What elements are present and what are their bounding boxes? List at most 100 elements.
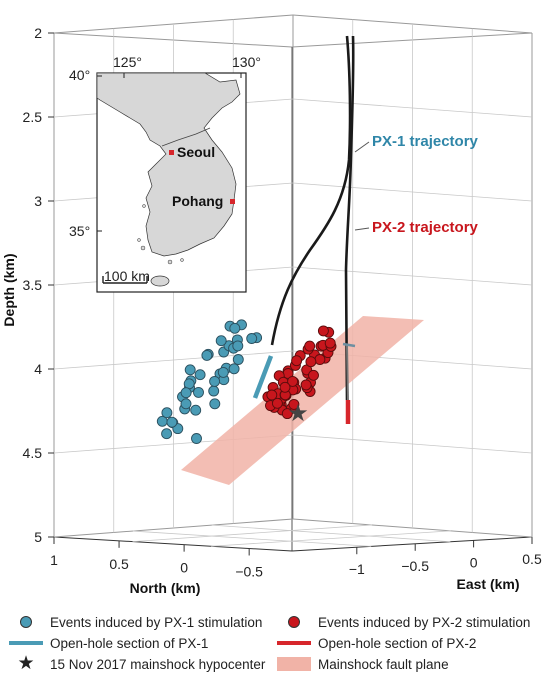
px2-event-point — [281, 408, 293, 420]
island — [140, 245, 146, 251]
legend-label: 15 Nov 2017 mainshock hypocenter — [50, 656, 266, 672]
north-tick-label: −0.5 — [235, 563, 263, 579]
px1-event-point — [193, 386, 204, 398]
lon-label-125: 125° — [113, 54, 142, 70]
legend-symbol — [276, 655, 312, 673]
px2-label-leader — [354, 227, 370, 231]
legend-symbol — [8, 613, 44, 631]
north-axis-title: North (km) — [130, 580, 201, 596]
px1-event-point — [191, 433, 202, 444]
legend-px2-events: Events induced by PX-2 stimulation — [276, 613, 530, 631]
legend-symbol — [276, 613, 312, 631]
px2-openhole-icon — [277, 641, 311, 645]
east-tick-label: 0.5 — [522, 551, 542, 567]
east-tick-label: 0 — [470, 554, 478, 570]
dmz-line — [161, 127, 211, 147]
seoul-marker — [169, 150, 174, 155]
mainshock-star: ★ — [287, 399, 309, 427]
grid-line-floor — [211, 530, 451, 547]
px1-trajectory-label: PX-1 trajectory — [372, 133, 479, 150]
legend: Events induced by PX-1 stimulation Open-… — [0, 608, 547, 678]
px2-openhole-marker — [342, 342, 356, 348]
px2-event-point — [288, 398, 300, 410]
px2-event-point — [287, 375, 299, 387]
island — [180, 258, 184, 262]
px1-event-point — [194, 369, 206, 381]
px1-event-point — [161, 407, 173, 419]
korea-landmass — [96, 72, 241, 257]
back-top-edge-left — [53, 32, 293, 48]
floor-edge-right — [291, 536, 533, 552]
px2-events — [262, 325, 337, 420]
pohang-marker — [230, 199, 235, 204]
px1-event-point — [190, 404, 202, 416]
star-icon: ★ — [17, 653, 35, 674]
px1-event-point — [184, 364, 196, 376]
pohang-label: Pohang — [172, 193, 223, 209]
px1-event-point — [217, 366, 229, 378]
north-tick-label: 0 — [180, 560, 188, 576]
depth-tick-label: 2 — [34, 25, 42, 41]
lat-label-35: 35° — [69, 223, 90, 239]
px1-event-point — [229, 322, 241, 334]
east-tick-label: −1 — [349, 561, 365, 577]
depth-axis-title: Depth (km) — [1, 253, 17, 326]
seoul-label: Seoul — [177, 144, 215, 160]
depth-tick-label: 4.5 — [23, 445, 43, 461]
px1-event-point — [215, 335, 227, 347]
legend-symbol: ★ — [8, 653, 44, 674]
px2-event-point — [300, 379, 312, 391]
px2-event-point — [308, 369, 319, 381]
inset-frame-ticks — [97, 73, 242, 232]
grid-line-floor — [132, 530, 372, 547]
px2-event-point — [324, 337, 336, 349]
back-top-edge-right — [291, 32, 533, 48]
floor-edge-left — [53, 536, 293, 552]
px2-event-point — [305, 356, 317, 368]
inset-map: Seoul Pohang 100 km 125° 130° 40° 35° — [69, 54, 261, 293]
px2-event-point — [314, 354, 326, 365]
east-tick-label: −0.5 — [401, 558, 429, 574]
depth-tick-label: 4 — [34, 361, 42, 377]
mainshock-fault-plane — [181, 316, 424, 485]
px2-event-point — [271, 397, 283, 409]
px1-event-point — [228, 363, 240, 375]
px1-event-point — [180, 387, 192, 399]
legend-symbol — [8, 634, 44, 652]
legend-label: Open-hole section of PX-2 — [318, 635, 477, 651]
px1-event-point — [180, 398, 192, 410]
px2-event-point — [317, 325, 329, 337]
scale-bar-label: 100 km — [104, 268, 150, 284]
px1-event-point — [209, 398, 221, 410]
legend-px1-events: Events induced by PX-1 stimulation — [8, 613, 262, 631]
px1-event-point — [232, 340, 244, 352]
jeju-island — [150, 275, 170, 287]
px1-dot-icon — [20, 616, 32, 628]
east-ticks: −1 −0.5 0 0.5 — [349, 537, 542, 577]
px2-event-point — [304, 340, 316, 352]
px1-event-point — [246, 333, 258, 344]
legend-label: Events induced by PX-1 stimulation — [50, 614, 263, 630]
lon-label-130: 130° — [232, 54, 261, 70]
px1-event-point — [232, 354, 244, 365]
px2-dot-icon — [288, 616, 300, 628]
px2-event-point — [279, 381, 291, 393]
grid-line-floor — [132, 524, 372, 543]
coast-islands — [137, 204, 184, 265]
px1-event-point — [209, 375, 221, 387]
legend-px1-openhole: Open-hole section of PX-1 — [8, 634, 208, 652]
px2-event-point — [266, 389, 278, 401]
px1-events — [156, 319, 263, 444]
px2-event-point — [291, 355, 303, 367]
north-ticks: 1 0.5 0 −0.5 — [50, 537, 263, 579]
legend-label: Events induced by PX-2 stimulation — [318, 614, 531, 630]
legend-symbol — [276, 634, 312, 652]
legend-fault-plane: Mainshock fault plane — [276, 655, 449, 673]
px2-lower-segment — [346, 344, 349, 401]
px1-openhole-icon — [9, 641, 43, 645]
legend-mainshock: ★ 15 Nov 2017 mainshock hypocenter — [8, 653, 266, 674]
px1-label-leader — [354, 141, 370, 153]
depth-tick-label: 2.5 — [23, 109, 43, 125]
px1-event-point — [166, 416, 178, 428]
